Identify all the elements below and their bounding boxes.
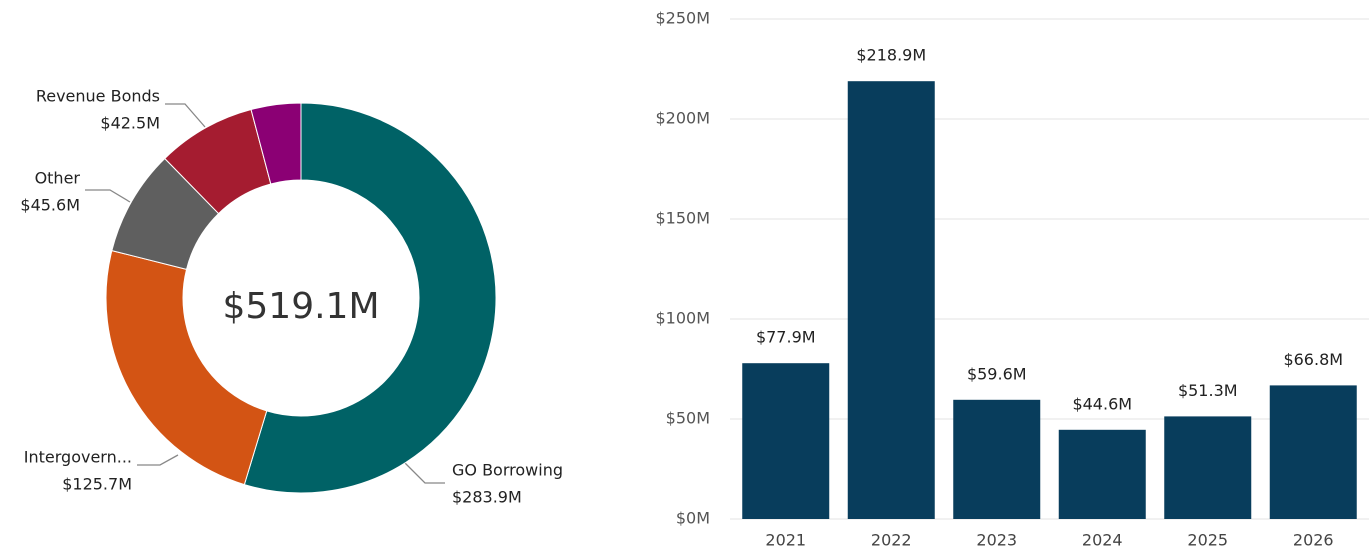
segment-label: Revenue Bonds: [36, 87, 160, 106]
leader-line: [404, 462, 445, 484]
segment-label: Intergovern...: [24, 448, 132, 467]
bar-value-label: $218.9M: [856, 46, 926, 65]
x-tick-label: 2024: [1082, 531, 1123, 550]
bar-value-label: $51.3M: [1178, 381, 1238, 400]
y-tick-label: $0M: [676, 509, 710, 528]
x-tick-label: 2022: [871, 531, 912, 550]
bar: [1269, 385, 1357, 519]
segment-value: $45.6M: [20, 196, 80, 215]
bar: [847, 81, 935, 519]
bar: [1164, 416, 1252, 519]
y-tick-label: $250M: [655, 9, 710, 28]
leader-line: [137, 454, 179, 466]
segment-label: Other: [35, 169, 81, 188]
segment-label: GO Borrowing: [452, 461, 563, 480]
donut-segment: [105, 250, 268, 486]
x-tick-label: 2025: [1187, 531, 1228, 550]
y-tick-label: $150M: [655, 209, 710, 228]
leader-line: [85, 189, 131, 203]
bar: [1058, 429, 1146, 519]
bar-value-label: $44.6M: [1072, 394, 1132, 413]
segment-value: $125.7M: [62, 475, 132, 494]
donut-segment: [250, 102, 302, 185]
segment-value: $42.5M: [100, 114, 160, 133]
leader-line: [165, 103, 206, 128]
center-label: $519.1M: [222, 286, 379, 327]
x-tick-label: 2021: [765, 531, 806, 550]
bar-value-label: $59.6M: [967, 364, 1027, 383]
segment-value: $283.9M: [452, 488, 522, 507]
y-tick-label: $50M: [666, 409, 710, 428]
donut-segment: [243, 102, 497, 494]
bar-value-label: $77.9M: [756, 328, 816, 347]
bar: [953, 399, 1041, 519]
x-tick-label: 2023: [976, 531, 1017, 550]
bar-value-label: $66.8M: [1283, 350, 1343, 369]
bar: [742, 363, 830, 519]
y-tick-label: $200M: [655, 109, 710, 128]
x-tick-label: 2026: [1293, 531, 1334, 550]
y-tick-label: $100M: [655, 309, 710, 328]
